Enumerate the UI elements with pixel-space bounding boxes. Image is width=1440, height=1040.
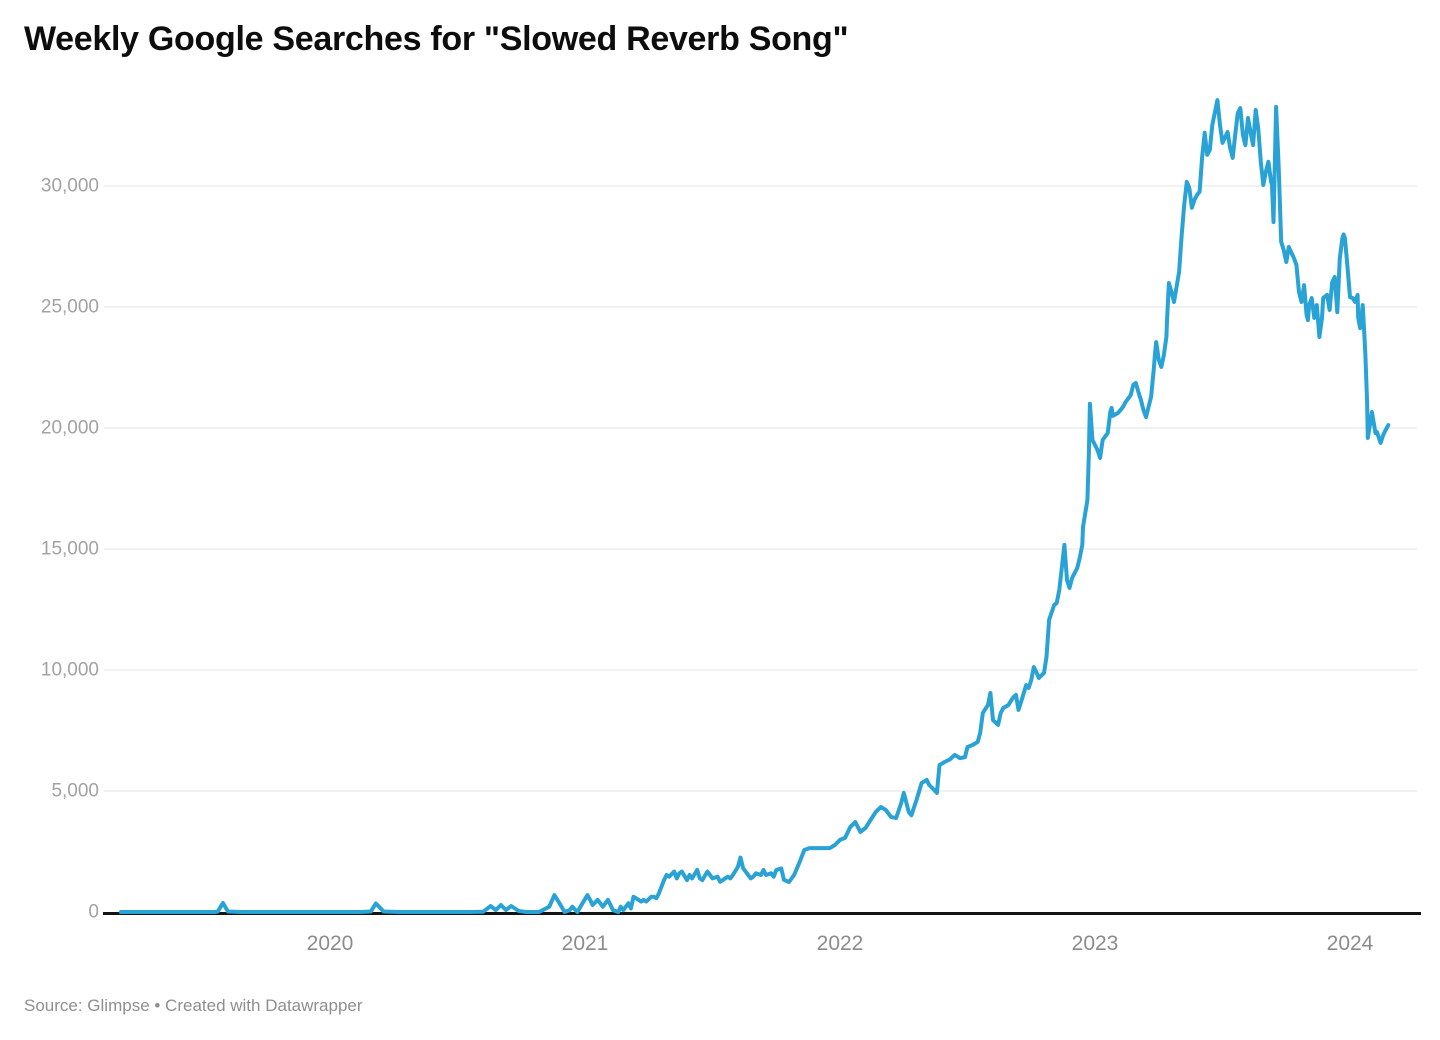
y-tick-label: 30,000 xyxy=(41,176,99,197)
y-tick-label: 0 xyxy=(88,902,99,923)
y-axis-labels: 0 5,000 10,000 15,000 20,000 25,000 30,000 xyxy=(41,176,99,923)
searches-line-series xyxy=(118,98,1391,914)
x-tick-label: 2023 xyxy=(1072,932,1119,955)
y-tick-label: 20,000 xyxy=(41,418,99,439)
gridlines xyxy=(104,185,1417,792)
source-note: Source: Glimpse • Created with Datawrapp… xyxy=(24,996,363,1015)
y-tick-label: 15,000 xyxy=(41,539,99,560)
y-tick-label: 10,000 xyxy=(41,660,99,681)
x-axis-labels: 2020 2021 2022 2023 2024 xyxy=(307,932,1374,955)
y-tick-label: 25,000 xyxy=(41,297,99,318)
x-tick-label: 2021 xyxy=(562,932,609,955)
x-tick-label: 2022 xyxy=(817,932,864,955)
x-tick-label: 2024 xyxy=(1327,932,1374,955)
y-tick-label: 5,000 xyxy=(51,781,99,802)
chart-title: Weekly Google Searches for "Slowed Rever… xyxy=(24,20,849,58)
x-tick-label: 2020 xyxy=(307,932,354,955)
